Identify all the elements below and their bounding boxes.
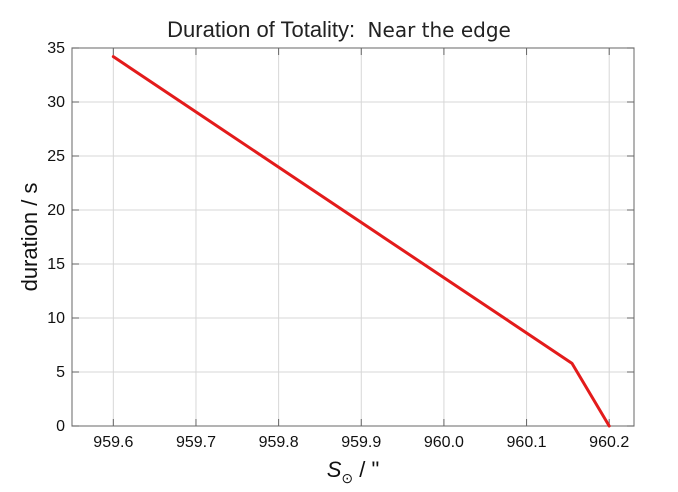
x-tick-label: 960.0 [424, 434, 464, 451]
series-point [113, 56, 115, 58]
series-point [608, 425, 610, 427]
y-tick-label: 10 [47, 310, 65, 327]
y-tick-label: 15 [47, 256, 65, 273]
chart-title: Duration of Totality: Near the edge [167, 17, 511, 42]
x-tick-label: 960.2 [589, 434, 629, 451]
x-tick-label: 959.6 [93, 434, 133, 451]
plot-frame [71, 47, 635, 427]
x-axis-label: S⊙ / " [327, 457, 380, 486]
plot-border [71, 47, 635, 427]
x-tick-label: 960.1 [507, 434, 547, 451]
y-tick-label: 0 [56, 418, 65, 435]
y-ticks: 0 5 10 15 20 25 30 35 [47, 40, 634, 435]
x-tick-label: 959.9 [341, 434, 381, 451]
x-axis-subscript: ⊙ [341, 470, 353, 486]
y-tick-label: 20 [47, 202, 65, 219]
x-tick-label: 959.7 [176, 434, 216, 451]
series-layer [111, 55, 611, 428]
series-line [111, 55, 611, 428]
y-tick-label: 35 [47, 40, 65, 57]
y-axis-label: duration / s [17, 183, 42, 292]
series-point [571, 363, 573, 365]
plot-area [72, 48, 634, 426]
x-ticks: 959.6 959.7 959.8 959.9 960.0 960.1 960.2 [93, 48, 629, 451]
chart-title-main: Duration of Totality: [167, 17, 355, 42]
x-axis-unit: / " [353, 457, 379, 482]
chart-subtitle: Near the edge [368, 18, 511, 42]
x-axis-symbol: S [327, 457, 342, 482]
x-tick-label: 959.8 [259, 434, 299, 451]
y-tick-label: 25 [47, 148, 65, 165]
gridlines [72, 47, 634, 427]
y-tick-label: 5 [56, 364, 65, 381]
y-tick-label: 30 [47, 94, 65, 111]
